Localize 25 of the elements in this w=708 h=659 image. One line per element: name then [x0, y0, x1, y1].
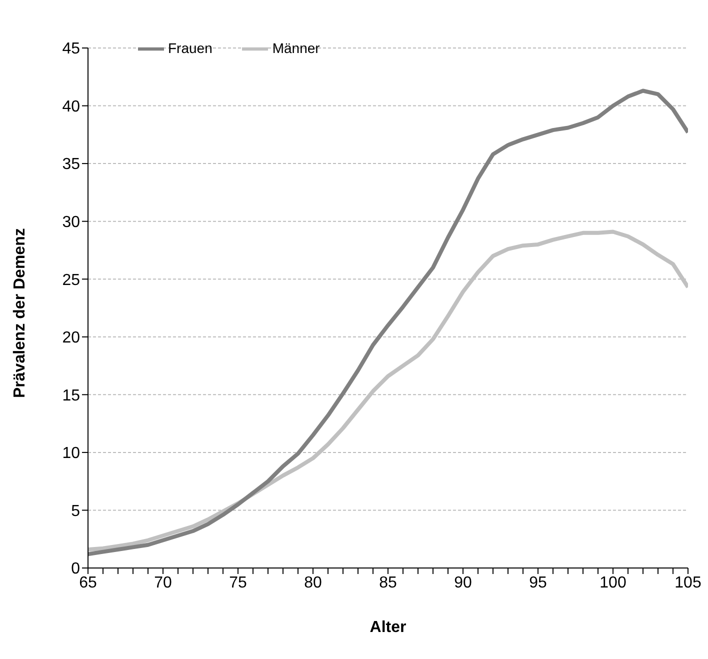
y-tick-label: 35	[62, 156, 80, 174]
y-axis-title: Prävalenz der Demenz	[12, 228, 29, 398]
y-tick-label: 15	[62, 387, 80, 404]
legend-label: Frauen	[168, 40, 212, 56]
x-tick-label: 65	[79, 574, 97, 592]
x-tick-label: 95	[529, 574, 547, 592]
x-tick-label: 90	[454, 574, 472, 592]
x-tick-label: 100	[600, 574, 626, 592]
x-tick-label: 70	[154, 574, 172, 592]
line-series	[88, 230, 688, 552]
x-tick-label: 105	[674, 574, 702, 592]
x-tick-label: 80	[304, 574, 322, 592]
y-tick-label: 5	[71, 502, 80, 520]
y-tick-label: 30	[62, 214, 80, 232]
x-axis-title: Alter	[370, 619, 406, 636]
legend-label: Männer	[272, 40, 320, 56]
line-series	[88, 88, 688, 556]
x-tick-label: 75	[229, 574, 247, 592]
y-tick-label: 20	[62, 330, 80, 347]
y-tick-label: 10	[62, 445, 80, 462]
y-tick-label: 0	[71, 560, 80, 578]
y-tick-label: 25	[62, 272, 80, 289]
x-tick-label: 85	[379, 574, 397, 592]
y-tick-label: 45	[62, 40, 80, 58]
y-tick-label: 40	[62, 98, 80, 116]
